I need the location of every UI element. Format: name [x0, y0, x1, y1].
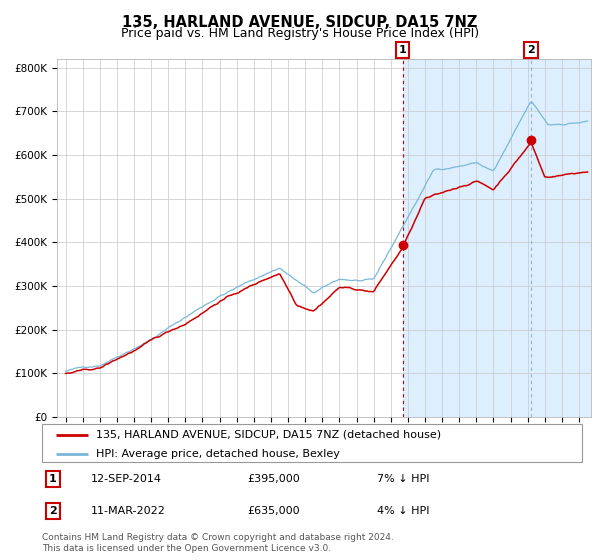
- Text: 11-MAR-2022: 11-MAR-2022: [91, 506, 166, 516]
- Text: This data is licensed under the Open Government Licence v3.0.: This data is licensed under the Open Gov…: [42, 544, 331, 553]
- Text: HPI: Average price, detached house, Bexley: HPI: Average price, detached house, Bexl…: [96, 449, 340, 459]
- Text: 2: 2: [49, 506, 56, 516]
- Text: 1: 1: [49, 474, 56, 484]
- Bar: [403, 59, 591, 417]
- Text: £395,000: £395,000: [247, 474, 300, 484]
- Text: £635,000: £635,000: [247, 506, 300, 516]
- Text: 4% ↓ HPI: 4% ↓ HPI: [377, 506, 430, 516]
- Text: 1: 1: [399, 45, 407, 55]
- Text: Contains HM Land Registry data © Crown copyright and database right 2024.: Contains HM Land Registry data © Crown c…: [42, 533, 394, 542]
- Text: 2: 2: [527, 45, 535, 55]
- Text: 7% ↓ HPI: 7% ↓ HPI: [377, 474, 430, 484]
- FancyBboxPatch shape: [42, 424, 582, 462]
- Text: 12-SEP-2014: 12-SEP-2014: [91, 474, 161, 484]
- Text: 135, HARLAND AVENUE, SIDCUP, DA15 7NZ (detached house): 135, HARLAND AVENUE, SIDCUP, DA15 7NZ (d…: [96, 430, 441, 440]
- Text: 135, HARLAND AVENUE, SIDCUP, DA15 7NZ: 135, HARLAND AVENUE, SIDCUP, DA15 7NZ: [122, 15, 478, 30]
- Text: Price paid vs. HM Land Registry's House Price Index (HPI): Price paid vs. HM Land Registry's House …: [121, 27, 479, 40]
